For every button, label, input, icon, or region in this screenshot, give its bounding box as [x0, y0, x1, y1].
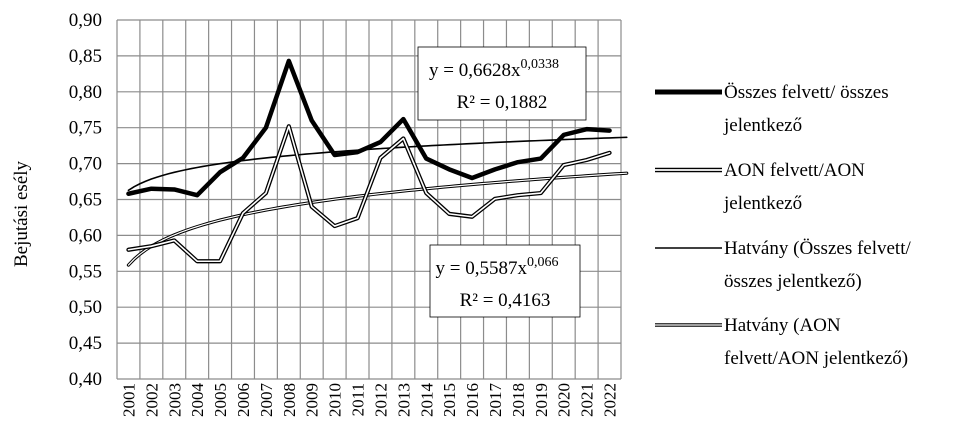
grid — [116, 19, 622, 380]
y-tick-label: 0,50 — [69, 297, 102, 318]
trend-annotations: y = 0,6628x0,0338 R² = 0,1882 y = 0,5587x0… — [417, 46, 587, 318]
series-line-osszes — [126, 58, 612, 198]
series-line-aon-inner — [127, 125, 611, 263]
legend: Összes felvett/ összes jelentkező AON felv… — [655, 82, 911, 369]
y-axis-label: Bejutási esély — [11, 160, 32, 267]
legend-entry: AON felvett/AON — [724, 160, 865, 181]
x-tick-label: 2006 — [234, 383, 253, 417]
x-tick-label: 2019 — [532, 383, 551, 417]
y-axis-ticks: 0,40 0,45 0,50 0,55 0,60 0,65 0,70 0,75 0,80 0,85… — [69, 10, 102, 390]
x-tick-label: 2016 — [463, 383, 482, 417]
x-tick-label: 2012 — [371, 383, 390, 417]
x-tick-label: 2011 — [349, 383, 368, 416]
y-tick-label: 0,85 — [69, 46, 102, 67]
legend-entry: Hatvány (Összes felvett/ — [724, 238, 911, 259]
x-tick-label: 2018 — [509, 383, 528, 417]
equation-box — [429, 244, 581, 318]
x-tick-label: 2005 — [211, 383, 230, 417]
legend-entry: Hatvány (AON — [724, 315, 841, 336]
x-tick-label: 2004 — [188, 383, 207, 418]
x-tick-label: 2014 — [417, 383, 436, 418]
trend-line-osszes — [127, 136, 628, 192]
x-tick-label: 2015 — [440, 383, 459, 417]
y-tick-label: 0,70 — [69, 154, 102, 175]
legend-entry: jelentkező — [723, 115, 802, 136]
r-squared-text: R² = 0,1882 — [457, 92, 548, 113]
equation-text: y = 0,5587x0,066 — [436, 255, 559, 279]
x-tick-label: 2021 — [578, 383, 597, 417]
y-tick-label: 0,75 — [69, 118, 102, 139]
legend-entry: jelentkező — [723, 193, 802, 214]
legend-entry: Összes felvett/ összes — [724, 82, 889, 103]
y-tick-label: 0,45 — [69, 333, 102, 354]
x-tick-label: 2010 — [326, 383, 345, 417]
y-tick-label: 0,55 — [69, 261, 102, 282]
x-tick-label: 2017 — [486, 383, 505, 418]
y-tick-label: 0,65 — [69, 190, 102, 211]
y-tick-label: 0,60 — [69, 225, 102, 246]
series-lines — [126, 58, 629, 267]
legend-entry: felvett/AON jelentkező) — [724, 348, 908, 369]
x-tick-label: 2001 — [119, 383, 138, 417]
equation-box — [417, 46, 587, 121]
x-tick-label: 2013 — [394, 383, 413, 417]
x-tick-label: 2020 — [555, 383, 574, 417]
legend-entry: összes jelentkező) — [724, 271, 862, 292]
x-tick-label: 2002 — [142, 383, 161, 417]
x-tick-label: 2007 — [257, 383, 276, 418]
r-squared-text: R² = 0,4163 — [460, 290, 551, 311]
y-tick-label: 0,40 — [69, 369, 102, 390]
trend-line-aon-inner — [127, 172, 628, 266]
x-tick-label: 2022 — [601, 383, 620, 417]
x-tick-label: 2008 — [280, 383, 299, 417]
x-axis-ticks: 2001 2002 2003 2004 2005 2006 2007 2008 2009 2010… — [119, 383, 619, 418]
equation-text: y = 0,6628x0,0338 — [429, 57, 559, 81]
x-tick-label: 2009 — [303, 383, 322, 417]
x-tick-label: 2003 — [165, 383, 184, 417]
y-tick-label: 0,80 — [69, 82, 102, 103]
y-tick-label: 0,90 — [69, 10, 102, 31]
